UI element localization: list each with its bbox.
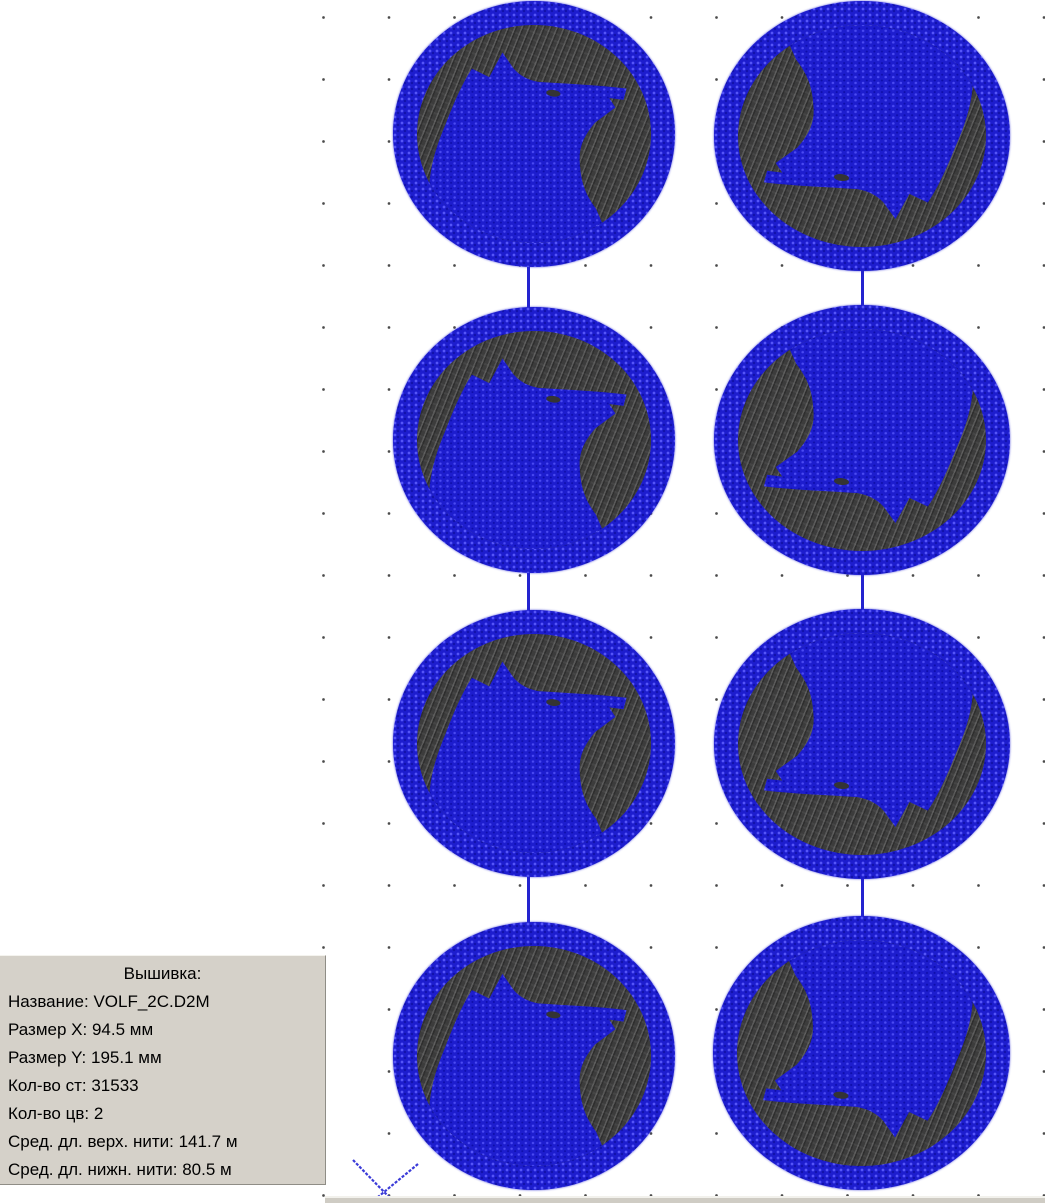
embroidery-patch-wolf[interactable] — [393, 610, 675, 877]
info-field-label: Размер Y: — [8, 1048, 87, 1067]
embroidery-info-panel: Вышивка: Название: VOLF_2C.D2M Размер X:… — [0, 955, 326, 1185]
info-field-label: Размер X: — [8, 1020, 88, 1039]
info-field-label: Сред. дл. нижн. нити: — [8, 1160, 178, 1179]
wolf-head-rotated-icon — [763, 633, 974, 828]
info-field-label: Название: — [8, 992, 89, 1011]
info-field-value: 94.5 мм — [91, 1020, 154, 1039]
jump-stitch-line — [527, 864, 530, 928]
info-field-size-x: Размер X: 94.5 мм — [0, 1016, 325, 1044]
embroidery-patch-wolf[interactable] — [393, 922, 675, 1190]
embroidery-patch-wolf-rotated[interactable] — [714, 609, 1010, 879]
patch-fabric — [417, 634, 651, 853]
info-field-label: Кол-во ст: — [8, 1076, 87, 1095]
embroidery-patch-wolf[interactable] — [393, 307, 675, 573]
wolf-head-icon — [429, 52, 627, 243]
jump-stitch-line — [527, 250, 530, 315]
jump-stitch-line — [527, 558, 530, 616]
wolf-head-rotated-icon — [763, 25, 974, 220]
wolf-head-icon — [429, 973, 627, 1166]
embroidery-patch-wolf[interactable] — [393, 1, 675, 267]
patch-fabric — [738, 633, 986, 855]
patch-fabric — [417, 331, 651, 549]
embroidery-patch-wolf-rotated[interactable] — [714, 305, 1010, 575]
info-field-lower-thread: Сред. дл. нижн. нити: 80.5 м — [0, 1156, 325, 1184]
info-field-label: Сред. дл. верх. нити: — [8, 1132, 174, 1151]
info-field-value: 31533 — [91, 1076, 139, 1095]
wolf-head-rotated-icon — [763, 329, 974, 524]
design-end-marker-icon — [352, 1159, 419, 1198]
wolf-head-rotated-icon — [762, 940, 974, 1138]
info-field-stitch-count: Кол-во ст: 31533 — [0, 1072, 325, 1100]
embroidery-patch-wolf-rotated[interactable] — [713, 916, 1010, 1190]
jump-stitch-line — [861, 862, 864, 922]
patch-fabric — [737, 940, 986, 1166]
info-field-name: Название: VOLF_2C.D2M — [0, 988, 325, 1016]
patch-fabric — [417, 25, 651, 243]
wolf-head-icon — [429, 358, 627, 549]
info-field-label: Кол-во цв: — [8, 1104, 90, 1123]
info-field-value: 2 — [93, 1104, 104, 1123]
info-field-value: 195.1 мм — [91, 1048, 162, 1067]
info-field-value: 141.7 м — [178, 1132, 238, 1151]
info-field-size-y: Размер Y: 195.1 мм — [0, 1044, 325, 1072]
wolf-head-icon — [429, 661, 627, 853]
info-field-value: VOLF_2C.D2M — [93, 992, 210, 1011]
jump-stitch-line — [861, 558, 864, 614]
window-bottom-edge — [325, 1196, 1045, 1203]
info-panel-title: Вышивка: — [123, 964, 202, 983]
patch-fabric — [417, 946, 651, 1166]
info-field-color-count: Кол-во цв: 2 — [0, 1100, 325, 1128]
jump-stitch-line — [861, 252, 864, 312]
embroidery-patch-wolf-rotated[interactable] — [714, 1, 1010, 271]
patch-fabric — [738, 329, 986, 551]
info-field-value: 80.5 м — [182, 1160, 232, 1179]
patch-fabric — [738, 25, 986, 247]
info-field-upper-thread: Сред. дл. верх. нити: 141.7 м — [0, 1128, 325, 1156]
